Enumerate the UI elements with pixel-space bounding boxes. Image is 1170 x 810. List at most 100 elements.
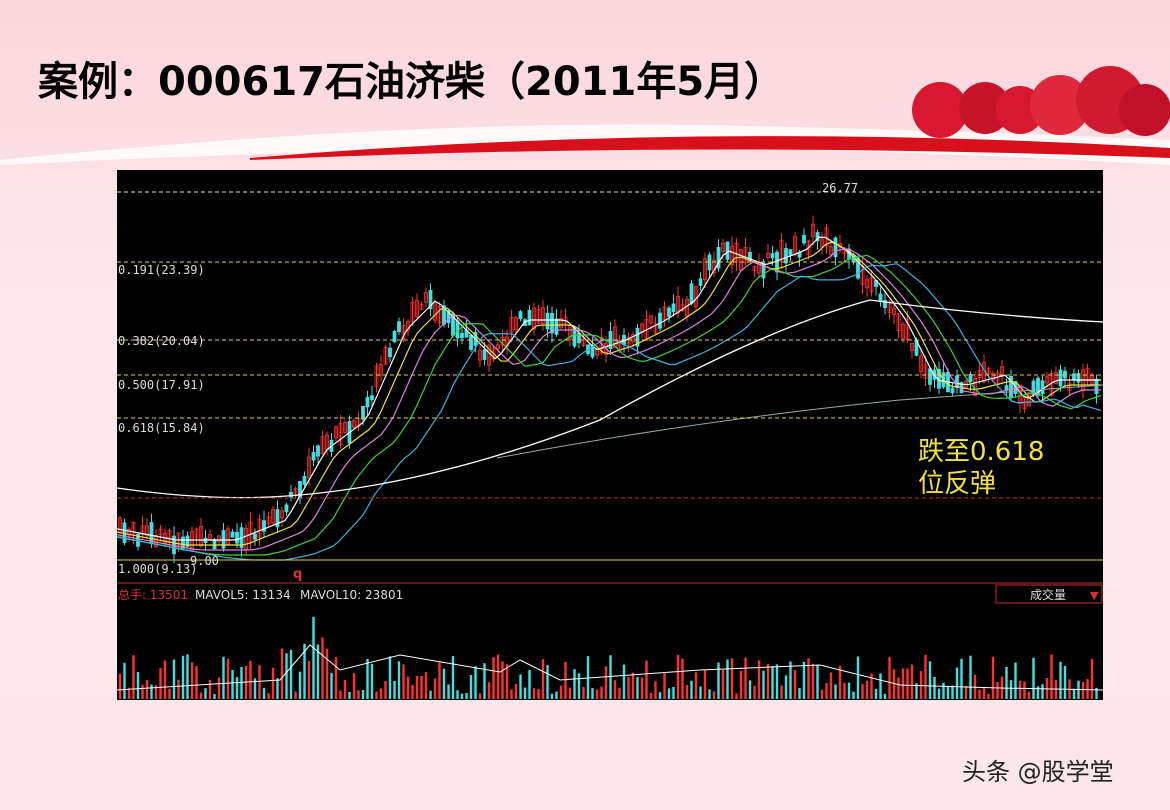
volume-bar bbox=[420, 675, 423, 699]
candle-body bbox=[1004, 385, 1009, 391]
annotation: 跌至0.618 bbox=[918, 437, 1044, 467]
volume-bar bbox=[636, 677, 639, 699]
volume-bar bbox=[802, 661, 806, 699]
volume-bar bbox=[474, 666, 477, 699]
volume-bar bbox=[735, 693, 738, 699]
volume-bar bbox=[325, 648, 329, 699]
volume-bar bbox=[640, 677, 644, 699]
volume-bar bbox=[433, 678, 437, 699]
volume-bar bbox=[469, 675, 473, 699]
volume-bar bbox=[1090, 658, 1094, 699]
candle-body bbox=[500, 336, 505, 346]
candle-body bbox=[514, 317, 518, 330]
volume-bar bbox=[316, 644, 320, 699]
candle-body bbox=[509, 317, 514, 333]
volume-bar bbox=[879, 673, 882, 699]
volume-bar bbox=[1041, 684, 1044, 699]
volume-bar bbox=[919, 671, 923, 699]
volume-bar bbox=[226, 658, 230, 699]
candle-body bbox=[397, 321, 401, 333]
candle-body bbox=[770, 253, 775, 259]
candle-body bbox=[1094, 378, 1099, 395]
candle-body bbox=[968, 374, 973, 383]
fib-lines bbox=[117, 191, 1103, 561]
candle-body bbox=[626, 337, 631, 345]
selector-box[interactable] bbox=[995, 584, 1103, 604]
volume-bar bbox=[208, 679, 212, 699]
candle-body bbox=[140, 525, 145, 536]
selector[interactable]: 成交量 bbox=[1030, 587, 1066, 602]
volume-bar bbox=[708, 689, 711, 699]
candle-body bbox=[478, 350, 482, 361]
volume-bar bbox=[568, 687, 572, 699]
candle-body bbox=[779, 240, 784, 263]
volume-bar bbox=[357, 690, 360, 699]
volume-bar bbox=[852, 691, 855, 699]
volume-bar bbox=[699, 686, 702, 699]
volume-bar bbox=[694, 672, 698, 699]
candle-body bbox=[604, 342, 608, 356]
volume-bar bbox=[874, 688, 878, 699]
candle-body bbox=[689, 283, 694, 304]
volume-bar bbox=[195, 666, 198, 699]
candle-body bbox=[986, 368, 991, 375]
candle-body bbox=[910, 343, 914, 351]
volume-bar bbox=[595, 689, 599, 699]
candle-body bbox=[901, 324, 905, 339]
candle-body bbox=[122, 522, 127, 543]
candle-body bbox=[554, 318, 559, 335]
candle-body bbox=[784, 248, 788, 264]
candle-body bbox=[437, 306, 442, 324]
volume-bar bbox=[753, 685, 756, 699]
candle-body bbox=[721, 242, 725, 252]
marker: q bbox=[293, 567, 302, 582]
volume-bar bbox=[145, 679, 149, 699]
candle-body bbox=[716, 247, 721, 269]
low-label: 9.00 bbox=[190, 554, 219, 568]
volume-bar bbox=[771, 666, 774, 699]
candle-body bbox=[284, 504, 289, 513]
volume-bar bbox=[510, 689, 513, 699]
title: 案例：000617石油济柴（2011年5月） bbox=[38, 59, 784, 105]
candle-body bbox=[662, 306, 667, 321]
volume-bar bbox=[613, 680, 617, 699]
volume-bar bbox=[186, 654, 189, 699]
volume-bar bbox=[951, 685, 954, 699]
candle-body bbox=[212, 539, 217, 550]
candle-body bbox=[235, 531, 239, 544]
candle-body bbox=[649, 315, 653, 324]
candle-body bbox=[923, 364, 928, 380]
candle-body bbox=[887, 301, 892, 313]
candle-body bbox=[613, 326, 617, 349]
volume-bar bbox=[307, 661, 311, 699]
volume-bar bbox=[996, 681, 999, 699]
volume-bar bbox=[438, 662, 441, 699]
volume-bar bbox=[483, 663, 486, 699]
candle-body bbox=[320, 436, 325, 454]
candle-body bbox=[518, 311, 523, 319]
candle-body bbox=[559, 318, 563, 329]
candle-body bbox=[631, 334, 635, 343]
candle-body bbox=[1067, 382, 1072, 391]
volume-bar bbox=[649, 693, 653, 699]
volume-bar bbox=[532, 688, 536, 699]
volume-bar bbox=[807, 658, 810, 699]
volume-bar bbox=[528, 669, 531, 699]
volume-bar bbox=[487, 682, 491, 699]
candle-body bbox=[185, 535, 190, 547]
volume-bar bbox=[253, 678, 257, 699]
candle-body bbox=[410, 301, 415, 323]
volume-bar bbox=[982, 687, 986, 699]
volume-bar bbox=[1027, 691, 1031, 699]
volume-bar bbox=[1005, 667, 1008, 699]
volume-bar bbox=[163, 660, 167, 699]
candle-body bbox=[743, 247, 748, 264]
volume-bar bbox=[415, 675, 419, 699]
candle-body bbox=[311, 451, 316, 461]
volume-bar bbox=[294, 691, 297, 699]
volume-bar bbox=[847, 682, 851, 699]
level: 0.618(15.84) bbox=[118, 421, 205, 435]
candle-body bbox=[149, 522, 154, 544]
candle-body bbox=[883, 300, 887, 309]
candle-body bbox=[491, 348, 496, 360]
